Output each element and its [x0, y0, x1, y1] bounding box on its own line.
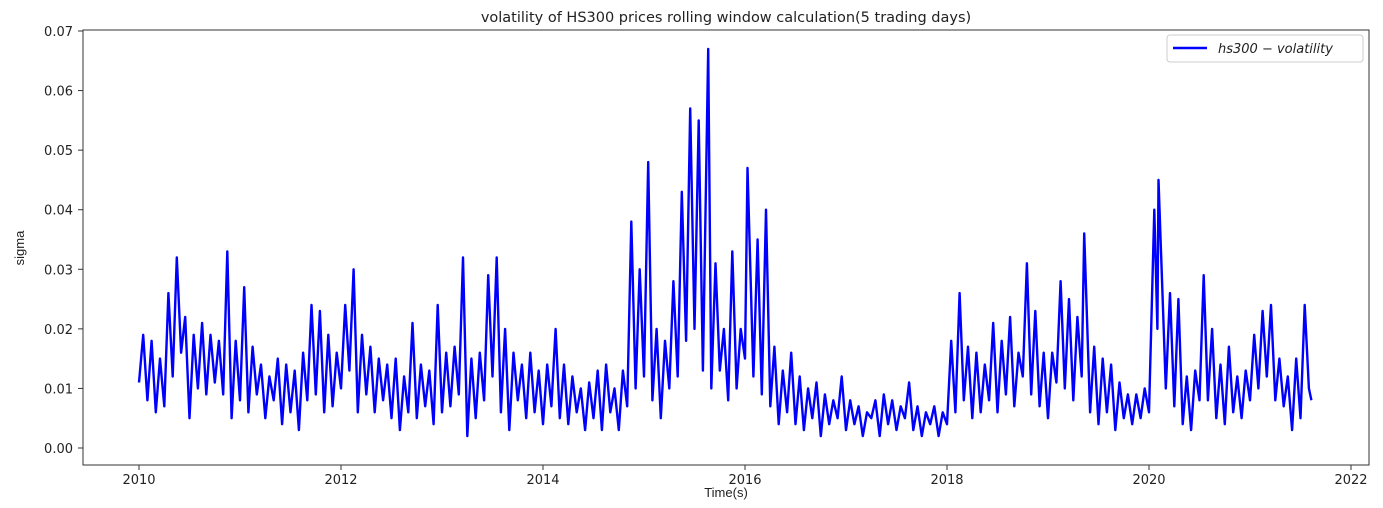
- y-tick-label: 0.06: [44, 85, 73, 100]
- y-tick-label: 0.02: [44, 323, 73, 338]
- legend: hs300 − volatility: [1166, 34, 1364, 63]
- legend-label: hs300 − volatility: [1218, 42, 1333, 57]
- y-tick-label: 0.05: [44, 144, 73, 159]
- plot-frame: [82, 29, 1370, 466]
- x-axis-label: Time(s): [704, 485, 748, 500]
- x-tick-label: 2022: [1334, 473, 1367, 488]
- x-tick-label: 2018: [930, 473, 963, 488]
- x-axis: 2010 2012 2014 2016 2018 2020 2022: [122, 465, 1368, 488]
- legend-box: [1166, 34, 1364, 63]
- x-tick-label: 2010: [122, 473, 155, 488]
- series-line-hs300-volatility: [137, 47, 1313, 438]
- chart-title: volatility of HS300 prices rolling windo…: [481, 10, 971, 26]
- x-tick-label: 2014: [526, 473, 559, 488]
- x-tick-label: 2012: [324, 473, 357, 488]
- y-tick-label: 0.07: [44, 25, 73, 40]
- y-tick-label: 0.03: [44, 263, 73, 278]
- y-axis: 0.00 0.01 0.02 0.03 0.04 0.05 0.06 0.07: [44, 25, 83, 457]
- y-tick-label: 0.04: [44, 204, 73, 219]
- y-axis-label: sigma: [12, 230, 27, 265]
- y-tick-label: 0.00: [44, 442, 73, 457]
- x-tick-label: 2016: [728, 473, 761, 488]
- y-tick-label: 0.01: [44, 382, 73, 397]
- x-tick-label: 2020: [1132, 473, 1165, 488]
